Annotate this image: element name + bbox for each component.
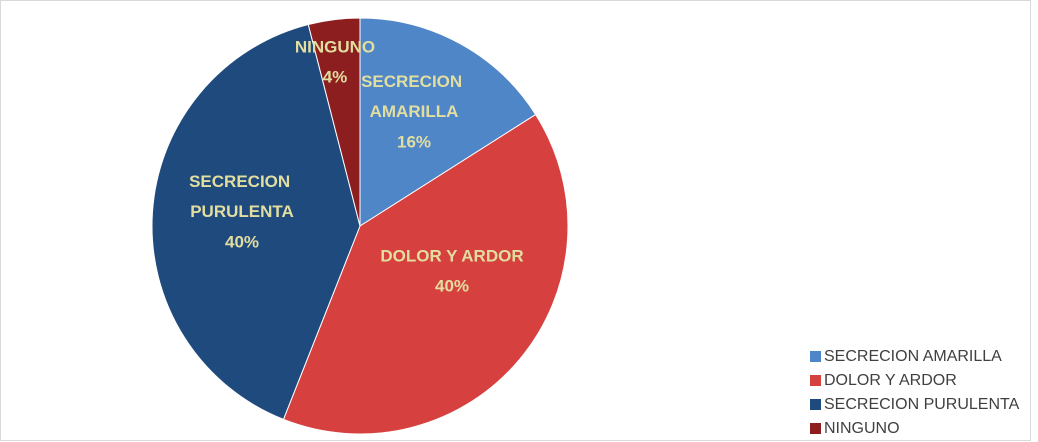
legend-label: NINGUNO <box>824 420 900 437</box>
slice-value-label: 4% <box>323 67 348 86</box>
legend-label: SECRECION AMARILLA <box>824 348 1002 365</box>
legend-label: SECRECION PURULENTA <box>824 396 1020 413</box>
pie-slice <box>151 23 361 421</box>
legend-label: DOLOR Y ARDOR <box>824 372 957 389</box>
legend-swatch <box>810 423 821 434</box>
slice-category-label: NINGUNO <box>295 37 375 56</box>
legend-swatch <box>810 399 821 410</box>
pie-slice <box>359 17 537 227</box>
pie-slice <box>282 113 569 435</box>
slice-value-label: 40% <box>435 276 469 295</box>
slice-value-label: 40% <box>225 232 259 251</box>
legend-swatch <box>810 351 821 362</box>
slice-value-label: 16% <box>397 132 431 151</box>
slice-category-label: DOLOR Y ARDOR <box>380 246 523 265</box>
slice-category-label: SECRECION PURULENTA <box>189 172 295 221</box>
legend-swatch <box>810 375 821 386</box>
pie-slice <box>307 17 361 227</box>
slice-category-label: SECRECION AMARILLA <box>361 72 467 121</box>
